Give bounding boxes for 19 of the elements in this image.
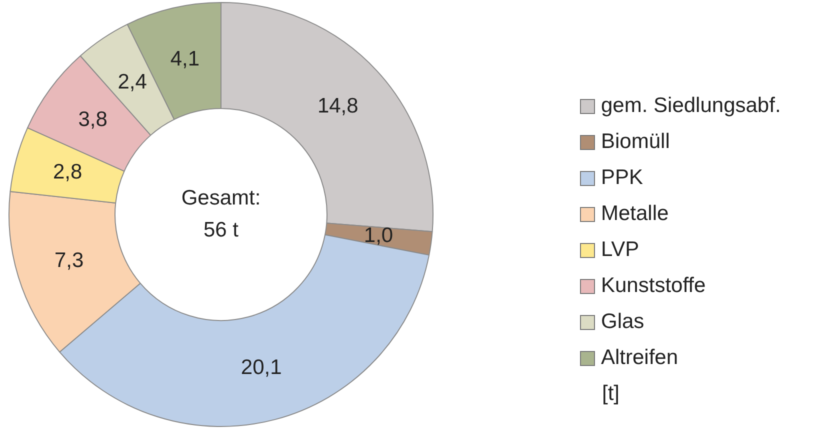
data-label: 2,4 <box>118 70 148 94</box>
text: [t] <box>602 381 621 407</box>
data-label: 20,1 <box>240 356 282 380</box>
legend-label: gem. Siedlungsabf. <box>601 94 781 118</box>
data-label: 1,0 <box>364 224 394 247</box>
data-label: 2,8 <box>52 160 82 184</box>
text: 56 t <box>203 218 239 242</box>
legend-label: PPK <box>601 166 644 190</box>
data-label: 7,3 <box>54 249 84 272</box>
legend-label: Glas <box>601 310 644 334</box>
data-label: 3,8 <box>78 108 108 132</box>
data-label: 4,1 <box>170 47 200 70</box>
data-label: 14,8 <box>317 94 358 118</box>
legend-label: Altreifen <box>601 346 678 370</box>
legend-label: LVP <box>601 238 640 262</box>
text: Gesamt: <box>181 186 261 210</box>
legend-label: Kunststoffe <box>601 274 706 298</box>
legend-label: Biomüll <box>601 130 670 154</box>
legend-label: Metalle <box>601 202 669 226</box>
